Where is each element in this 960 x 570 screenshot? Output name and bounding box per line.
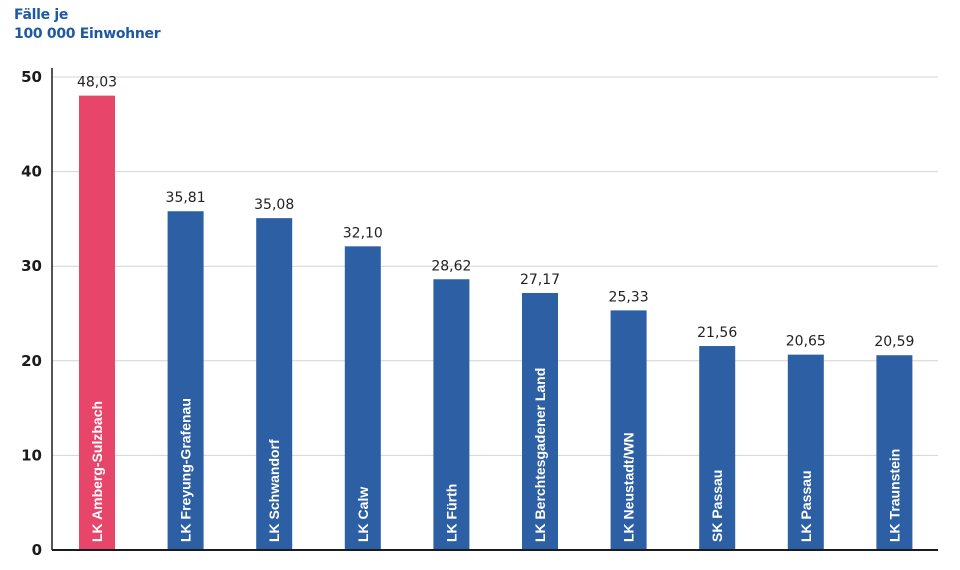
category-label-10: LK Traunstein — [886, 449, 902, 542]
value-label-10: 20,59 — [874, 334, 914, 350]
bar-2 — [167, 211, 204, 550]
axis-layer: 0 10 20 30 40 50 — [21, 68, 938, 559]
bar-1 — [79, 95, 115, 550]
y-tick-label-50: 50 — [21, 68, 42, 86]
category-label-9: LK Passau — [798, 470, 814, 542]
y-tick-label-10: 10 — [21, 446, 42, 464]
y-axis-title-line-2: 100 000 Einwohner — [14, 26, 161, 42]
value-label-9: 20,65 — [786, 334, 826, 350]
value-label-6: 27,17 — [520, 272, 560, 288]
y-tick-label-30: 30 — [21, 257, 42, 275]
y-tick-label-0: 0 — [32, 541, 42, 559]
category-label-3: LK Schwandorf — [266, 439, 282, 542]
value-label-3: 35,08 — [254, 197, 294, 213]
category-label-7: LK Neustadt/WN — [621, 432, 637, 542]
y-axis-title-line-1: Fälle je — [14, 7, 69, 23]
y-tick-label-40: 40 — [21, 163, 42, 181]
bar-9 — [787, 354, 824, 550]
bar-3 — [256, 218, 293, 551]
bar-8 — [699, 346, 736, 550]
value-label-7: 25,33 — [609, 289, 649, 305]
category-label-8: SK Passau — [709, 470, 725, 542]
y-axis-title: Fälle je 100 000 Einwohner — [14, 6, 161, 44]
value-label-4: 32,10 — [343, 225, 383, 241]
bar-10 — [876, 355, 913, 550]
category-label-4: LK Calw — [355, 487, 371, 542]
category-label-6: LK Berchtesgadener Land — [532, 368, 548, 542]
value-label-2: 35,81 — [166, 190, 206, 206]
value-label-1: 48,03 — [77, 75, 117, 91]
category-label-5: LK Fürth — [443, 484, 459, 542]
bar-5 — [433, 279, 470, 550]
bar-7 — [610, 310, 647, 550]
bars-layer: 48,03 LK Amberg-Sulzbach 35,81 LK Freyung-G… — [77, 75, 914, 551]
bar-6 — [522, 292, 558, 550]
y-tick-label-20: 20 — [21, 352, 42, 370]
value-label-5: 28,62 — [431, 258, 471, 274]
bar-4 — [344, 246, 381, 551]
value-label-8: 21,56 — [697, 325, 737, 341]
category-label-1: LK Amberg-Sulzbach — [89, 401, 105, 542]
category-label-2: LK Freyung-Grafenau — [178, 398, 194, 542]
